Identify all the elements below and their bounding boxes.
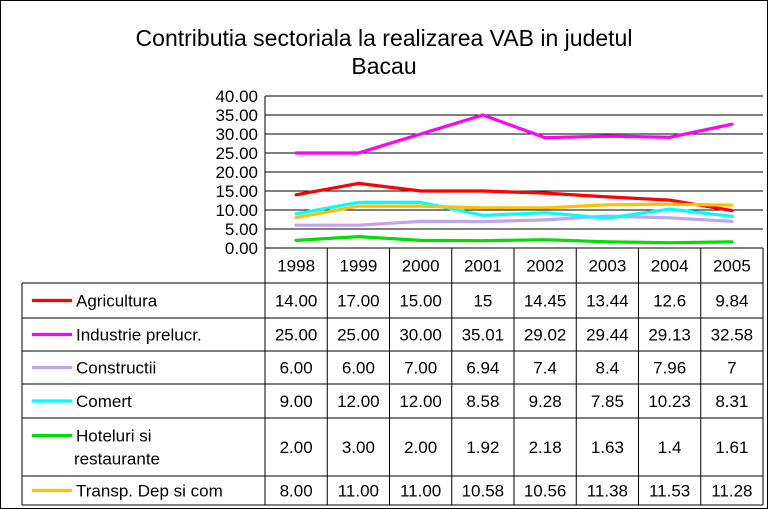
data-label: 25.00 <box>337 326 380 345</box>
y-tick-label: 15.00 <box>215 182 258 201</box>
series-line <box>294 181 734 213</box>
data-label: 3.00 <box>342 438 375 457</box>
data-label: 8.31 <box>715 392 748 411</box>
x-tick-label: 1998 <box>277 257 315 276</box>
data-label: 1.4 <box>658 438 682 457</box>
chart-title-line: Contributia sectoriala la realizarea VAB… <box>136 25 633 51</box>
data-label: 11.38 <box>587 482 628 501</box>
data-label: 8.4 <box>596 359 620 378</box>
legend-label: Hoteluri si <box>76 427 152 446</box>
data-label: 17.00 <box>337 292 380 311</box>
data-table: 1998 1999 2000 2001 2002 2003 2004 2005 Agricult… <box>21 247 764 506</box>
legend-label: Comert <box>76 392 132 411</box>
data-label: 29.44 <box>586 326 629 345</box>
legend-label: restaurante <box>74 450 160 469</box>
data-label: 2.18 <box>529 438 562 457</box>
data-label: 6.00 <box>280 359 313 378</box>
legend-label: Transp. Dep si com <box>76 482 223 501</box>
data-label: 15.00 <box>399 292 442 311</box>
data-label: 12.00 <box>399 392 442 411</box>
data-label: 9.00 <box>280 392 313 411</box>
series-line <box>294 214 734 227</box>
data-label: 1.92 <box>466 438 499 457</box>
x-tick-label: 2000 <box>402 257 440 276</box>
data-label: 10.56 <box>524 482 567 501</box>
y-tick-label: 20.00 <box>215 163 258 182</box>
series-line <box>294 202 734 220</box>
series-line <box>294 113 734 155</box>
y-tick-label: 40.00 <box>215 87 258 106</box>
x-tick-label: 2002 <box>526 257 564 276</box>
x-tick-label: 2004 <box>651 257 689 276</box>
y-tick-label: 10.00 <box>215 201 258 220</box>
data-label: 7.00 <box>404 359 437 378</box>
data-label: 11.28 <box>711 482 752 501</box>
data-label: 8.00 <box>280 482 313 501</box>
data-label: 9.28 <box>529 392 562 411</box>
data-label: 11.53 <box>649 482 690 501</box>
data-label: 10.58 <box>462 482 505 501</box>
data-label: 13.44 <box>586 292 629 311</box>
data-label: 7.85 <box>591 392 624 411</box>
x-tick-label: 1999 <box>339 257 377 276</box>
data-label: 12.00 <box>337 392 380 411</box>
y-tick-label: 0.00 <box>225 239 258 258</box>
data-label: 7.96 <box>653 359 686 378</box>
data-label: 7 <box>727 359 736 378</box>
data-label: 14.00 <box>275 292 318 311</box>
data-label: 11.00 <box>338 482 379 501</box>
data-label: 32.58 <box>711 326 754 345</box>
x-tick-label: 2001 <box>464 257 502 276</box>
series-line <box>294 200 734 220</box>
y-tick-label: 25.00 <box>215 144 258 163</box>
data-label: 10.23 <box>648 392 691 411</box>
series-line <box>294 235 734 245</box>
data-label: 6.94 <box>466 359 499 378</box>
data-label: 12.6 <box>653 292 686 311</box>
data-label: 15 <box>473 292 492 311</box>
data-label: 14.45 <box>524 292 567 311</box>
data-label: 1.63 <box>591 438 624 457</box>
data-label: 29.02 <box>524 326 567 345</box>
chart-title-line: Bacau <box>351 53 416 79</box>
chart-title: Contributia sectoriala la realizarea VAB… <box>136 25 633 79</box>
data-label: 7.4 <box>533 359 557 378</box>
data-label: 1.61 <box>715 438 748 457</box>
data-label: 11.00 <box>400 482 441 501</box>
data-label: 30.00 <box>399 326 442 345</box>
x-tick-label: 2005 <box>713 257 751 276</box>
y-axis-ticks: 0.005.0010.0015.0020.0025.0030.0035.0040… <box>215 87 258 258</box>
x-tick-label: 2003 <box>588 257 626 276</box>
data-label: 2.00 <box>404 438 437 457</box>
data-label: 9.84 <box>715 292 748 311</box>
y-tick-label: 30.00 <box>215 125 258 144</box>
data-label: 25.00 <box>275 326 318 345</box>
data-label: 6.00 <box>342 359 375 378</box>
legend-label: Industrie prelucr. <box>76 326 202 345</box>
series-lines <box>294 113 734 245</box>
data-label: 2.00 <box>280 438 313 457</box>
legend-label: Constructii <box>76 359 156 378</box>
data-label: 29.13 <box>648 326 691 345</box>
y-tick-label: 5.00 <box>225 220 258 239</box>
legend-label: Agricultura <box>76 292 158 311</box>
data-label: 35.01 <box>462 326 505 345</box>
y-tick-label: 35.00 <box>215 106 258 125</box>
data-label: 8.58 <box>466 392 499 411</box>
